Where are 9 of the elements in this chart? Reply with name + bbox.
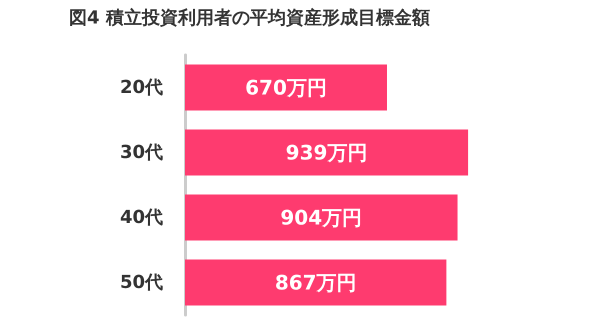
chart-title: 図4 積立投資利用者の平均資産形成目標金額 — [69, 8, 430, 28]
y-tick-label: 20代 — [120, 77, 163, 98]
y-tick-label: 40代 — [120, 207, 163, 228]
data-label: 867万円 — [274, 270, 357, 294]
y-tick-label: 50代 — [120, 272, 163, 293]
data-label: 939万円 — [286, 140, 368, 164]
data-label: 904万円 — [280, 206, 362, 230]
y-tick-label: 30代 — [120, 142, 163, 163]
data-label: 670万円 — [245, 76, 327, 100]
